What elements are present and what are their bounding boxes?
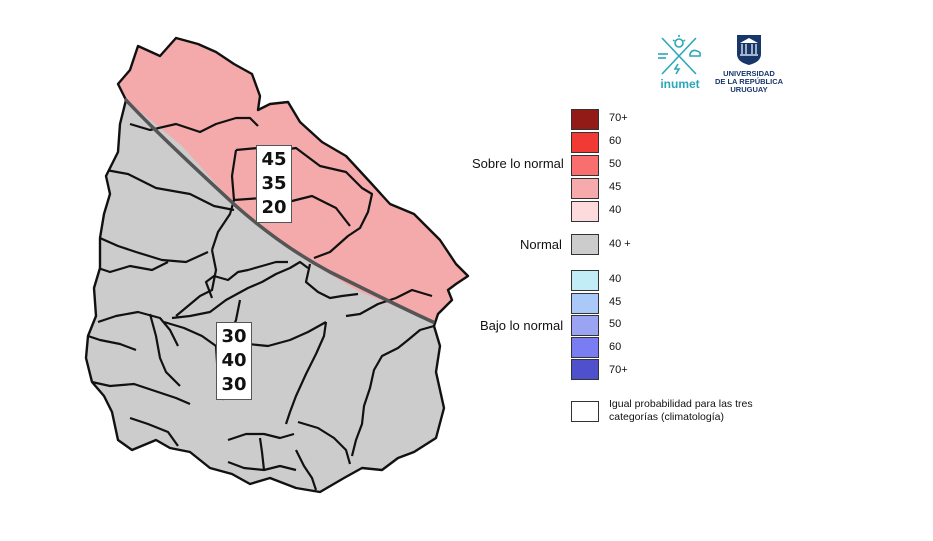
- south-above-prob: 30: [221, 326, 247, 347]
- udelar-line-1: UNIVERSIDAD: [723, 69, 775, 78]
- legend-swatch-above-60: [571, 132, 599, 153]
- legend-label-below-70: 70+: [609, 364, 628, 376]
- legend-swatch-below-70: [571, 359, 599, 380]
- legend-swatch-below-40: [571, 270, 599, 291]
- legend-label-below-40: 40: [609, 273, 622, 285]
- legend-label-below-60: 60: [609, 341, 622, 353]
- legend-swatch-below-60: [571, 337, 599, 358]
- legend-label-above-60: 60: [609, 135, 622, 147]
- north-below-prob: 20: [261, 197, 287, 218]
- legend-swatch-above-45: [571, 178, 599, 199]
- north-normal-prob: 35: [261, 173, 287, 194]
- legend-climatology-text: Igual probabilidad para las tres categor…: [609, 398, 753, 423]
- legend-label-below-50: 50: [609, 318, 622, 330]
- legend-swatch-below-45: [571, 293, 599, 314]
- weather-cross-icon: [658, 35, 701, 75]
- legend-label-above-45: 45: [609, 181, 622, 193]
- legend-label-above-70: 70+: [609, 112, 628, 124]
- inumet-wordmark: inumet: [660, 77, 700, 91]
- legend-swatch-above-40: [571, 201, 599, 222]
- legend-label-below-45: 45: [609, 296, 622, 308]
- legend-swatch-climatology: [571, 401, 599, 422]
- legend-above-title: Sobre lo normal: [472, 156, 564, 171]
- legend-label-above-40: 40: [609, 204, 622, 216]
- udelar-line-2: DE LA REPÚBLICA: [714, 77, 784, 86]
- university-seal-icon: [737, 35, 761, 65]
- legend-swatch-above-50: [571, 155, 599, 176]
- legend-label-above-50: 50: [609, 158, 622, 170]
- legend-swatch-normal: [571, 234, 599, 255]
- country-outline: [84, 36, 470, 494]
- udelar-logo: UNIVERSIDAD DE LA REPÚBLICA URUGUAY: [714, 34, 784, 96]
- legend-below-title: Bajo lo normal: [480, 318, 564, 333]
- category-divider-line: [124, 98, 435, 324]
- north-probability-box: 45 35 20: [256, 145, 292, 223]
- legend-label-normal: 40 +: [609, 238, 631, 250]
- south-below-prob: 30: [221, 374, 247, 395]
- legend-swatch-above-70: [571, 109, 599, 130]
- south-probability-box: 30 40 30: [216, 322, 252, 400]
- inumet-logo: inumet: [654, 34, 704, 94]
- legend-normal-title: Normal: [520, 237, 562, 252]
- legend-swatch-below-50: [571, 315, 599, 336]
- south-normal-prob: 40: [221, 350, 247, 371]
- north-above-prob: 45: [261, 149, 287, 170]
- udelar-line-3: URUGUAY: [730, 85, 768, 94]
